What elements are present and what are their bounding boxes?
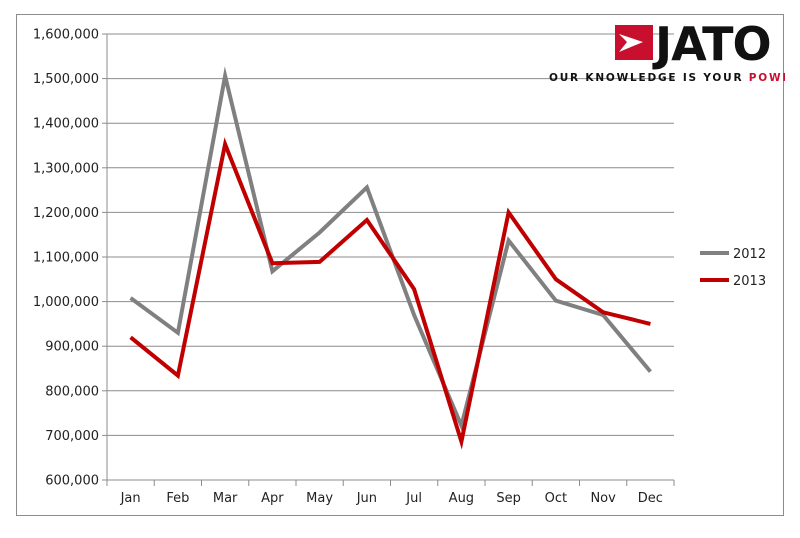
- gridlines: [107, 33, 674, 436]
- x-tick-label: May: [306, 491, 333, 506]
- brand-tagline: OUR KNOWLEDGE IS YOUR POWER: [549, 72, 785, 84]
- x-tick-label: Jun: [356, 491, 377, 506]
- series-line-2013: [129, 137, 651, 450]
- y-tick-label: 1,100,000: [33, 251, 99, 266]
- legend-label-2013: 2013: [733, 274, 766, 289]
- x-tick-label: Aug: [449, 491, 474, 506]
- x-tick-labels: Jan Feb Mar Apr May Jun Jul Aug Sep Oct Nov Dec: [120, 491, 663, 506]
- series-lines: [129, 66, 652, 450]
- series-line-2012: [129, 66, 652, 432]
- y-tick-label: 1,400,000: [33, 117, 99, 132]
- line-chart: 600,000 700,000 800,000 900,000 1,000,000 1,1…: [33, 17, 785, 506]
- x-tick-label: Sep: [496, 491, 521, 506]
- axes: [102, 33, 675, 486]
- y-tick-label: 900,000: [45, 340, 99, 355]
- arrow-flag-icon: [615, 25, 653, 60]
- x-tick-label: Oct: [545, 491, 567, 506]
- x-tick-label: Nov: [590, 491, 616, 506]
- x-tick-label: Dec: [638, 491, 663, 506]
- jato-logo: JATO OUR KNOWLEDGE IS YOUR POWER: [549, 17, 785, 84]
- y-tick-label: 700,000: [45, 429, 99, 444]
- y-tick-label: 1,500,000: [33, 72, 99, 87]
- y-tick-label: 1,300,000: [33, 161, 99, 176]
- y-tick-label: 800,000: [45, 384, 99, 399]
- y-tick-label: 1,000,000: [33, 295, 99, 310]
- x-tick-label: Mar: [213, 491, 238, 506]
- brand-name: JATO: [652, 17, 771, 71]
- y-tick-label: 1,200,000: [33, 206, 99, 221]
- chart-frame: 600,000 700,000 800,000 900,000 1,000,000 1,1…: [16, 14, 785, 516]
- x-tick-label: Jul: [405, 491, 422, 506]
- y-tick-label: 600,000: [45, 474, 99, 489]
- y-tick-labels: 600,000 700,000 800,000 900,000 1,000,000 1,1…: [33, 28, 99, 489]
- tagline-accent: POWER: [749, 72, 785, 84]
- x-tick-label: Feb: [166, 491, 189, 506]
- legend-label-2012: 2012: [733, 247, 766, 262]
- tagline-main: OUR KNOWLEDGE IS YOUR: [549, 72, 749, 84]
- x-tick-label: Apr: [261, 491, 284, 506]
- y-tick-label: 1,600,000: [33, 28, 99, 43]
- x-tick-label: Jan: [120, 491, 141, 506]
- legend: 2012 2013: [700, 247, 766, 289]
